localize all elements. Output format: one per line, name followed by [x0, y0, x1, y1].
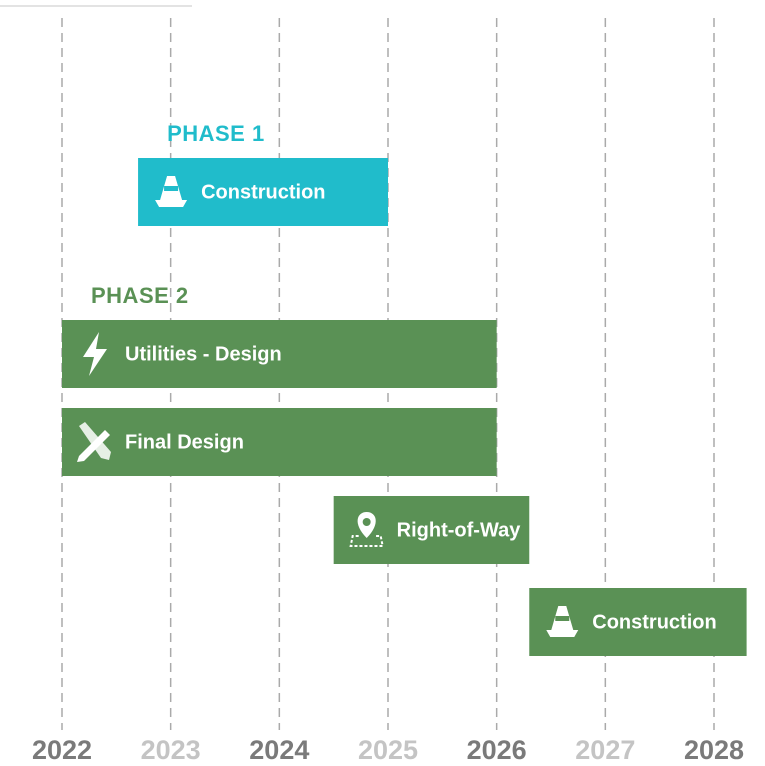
phase-label: PHASE 2	[91, 283, 189, 308]
task-label: Construction	[592, 611, 716, 633]
task-icon	[349, 512, 384, 547]
task-label: Utilities - Design	[125, 343, 282, 365]
icon-part	[164, 186, 179, 191]
task-icon	[155, 176, 188, 207]
task-bar	[62, 408, 497, 476]
task-label: Final Design	[125, 431, 244, 453]
task-label: Right-of-Way	[397, 519, 522, 541]
task-label: Construction	[201, 181, 325, 203]
x-tick-label: 2028	[684, 735, 744, 765]
task-icon	[77, 422, 111, 462]
x-tick-label: 2026	[467, 735, 527, 765]
icon-part	[79, 422, 111, 460]
icon-part	[546, 630, 579, 637]
icon-part	[349, 535, 384, 547]
task-bar	[62, 320, 497, 388]
x-tick-label: 2022	[32, 735, 92, 765]
icon-part	[83, 332, 107, 376]
timeline: PHASE 1 Construction PHASE 2 Utilities - De…	[62, 121, 747, 656]
task-icon	[83, 332, 107, 376]
x-tick-label: 2027	[575, 735, 635, 765]
icon-part	[555, 616, 570, 621]
phase-label: PHASE 1	[167, 121, 265, 146]
x-tick-label: 2024	[249, 735, 309, 765]
task-icon	[546, 606, 579, 637]
x-tick-label: 2023	[141, 735, 201, 765]
icon-part	[155, 200, 188, 207]
x-tick-label: 2025	[358, 735, 418, 765]
icon-part	[362, 518, 371, 526]
